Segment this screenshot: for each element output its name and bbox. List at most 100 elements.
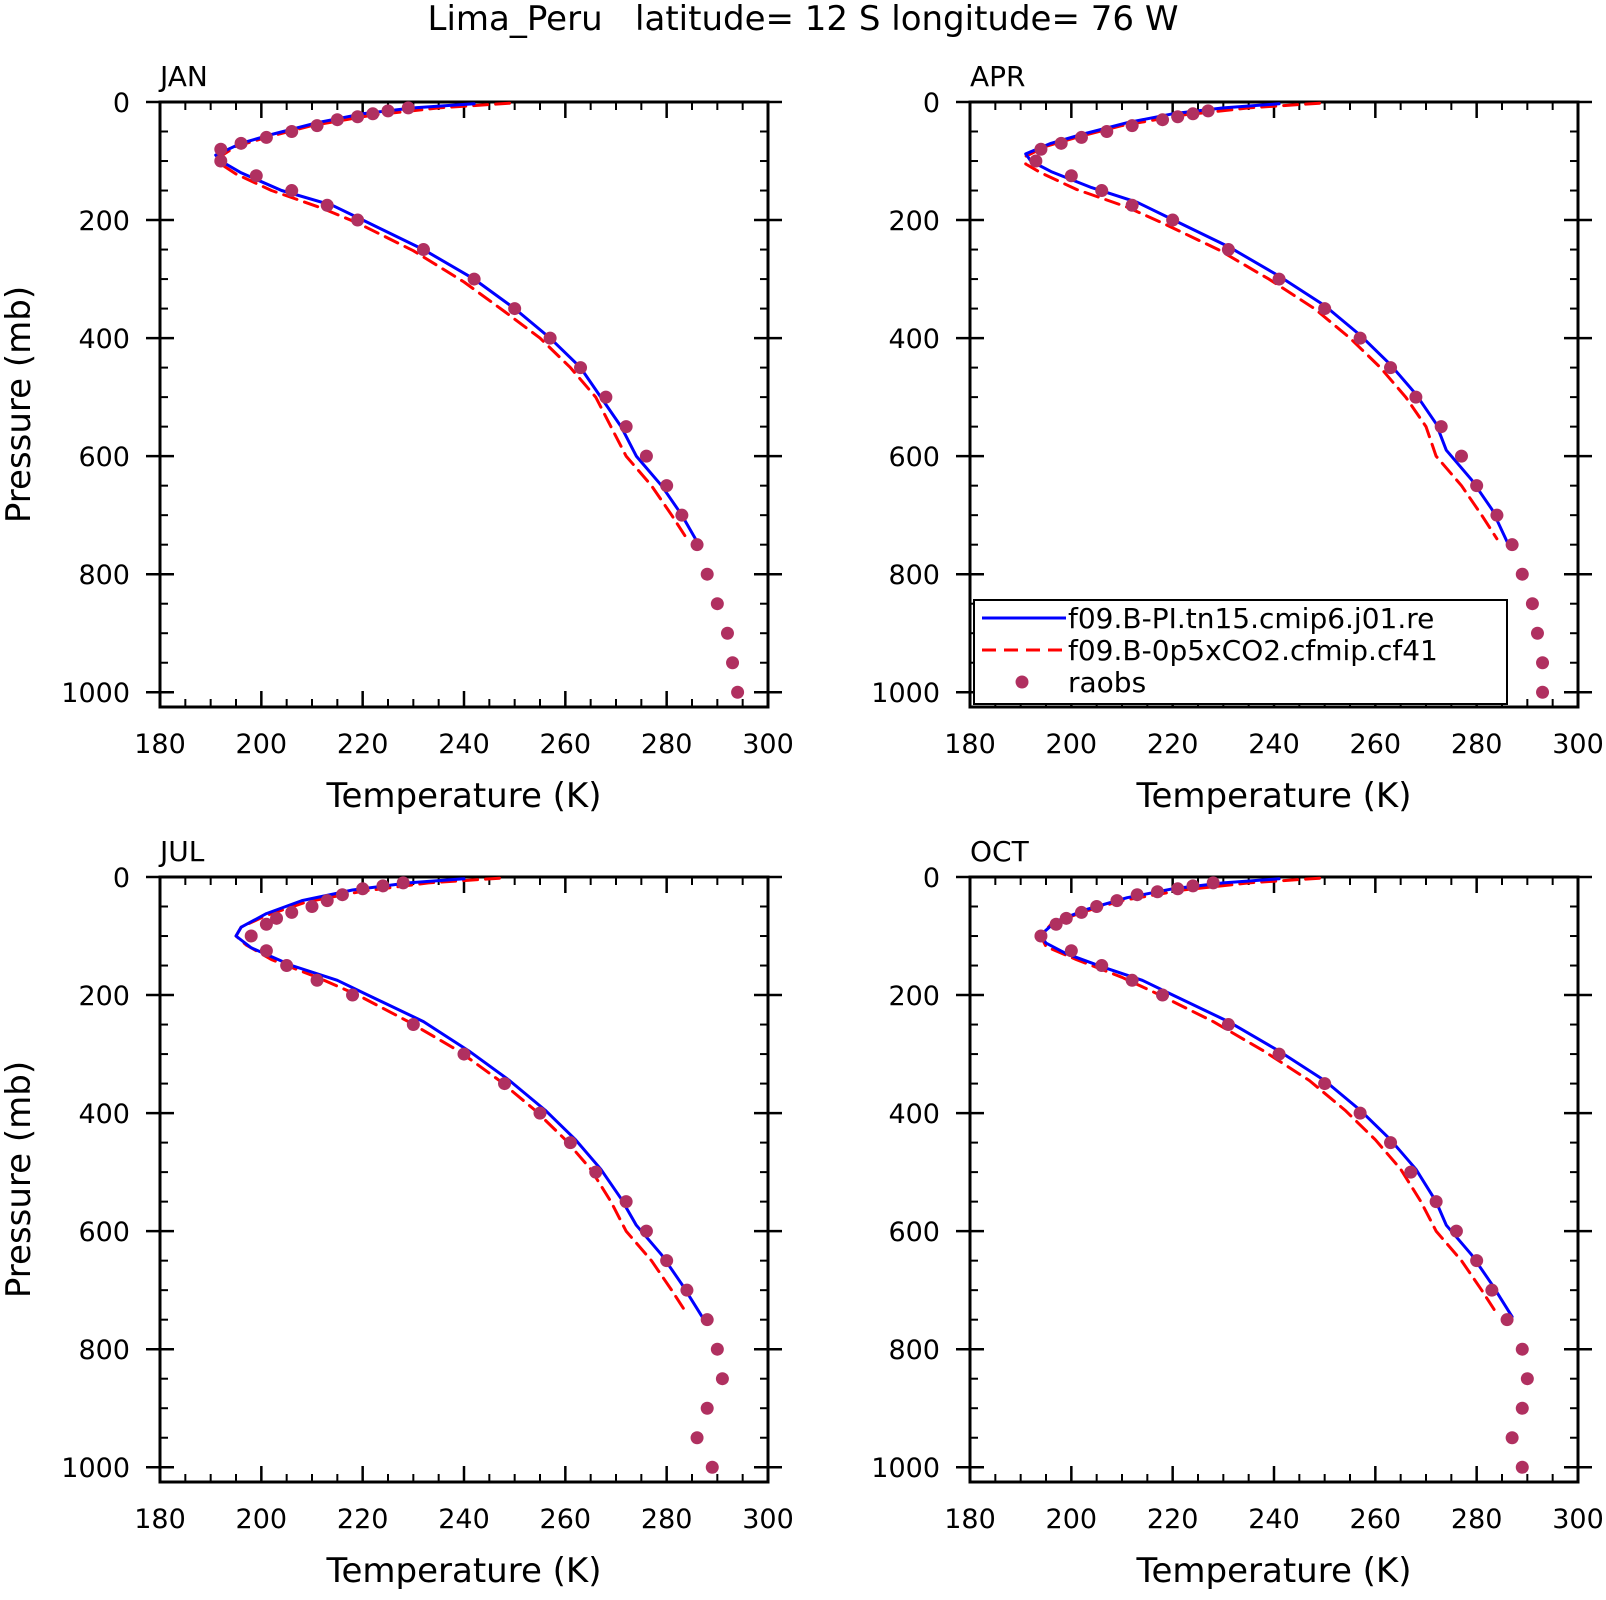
raobs-point	[320, 894, 334, 908]
x-tick-label: 280	[641, 1504, 693, 1535]
y-tick-label: 600	[78, 442, 130, 473]
raobs-point	[285, 184, 299, 198]
raobs-point	[457, 1047, 471, 1061]
raobs-point	[1515, 567, 1529, 581]
x-tick-label: 200	[1046, 1504, 1098, 1535]
x-tick-label: 240	[1248, 729, 1300, 760]
raobs-point	[1318, 302, 1332, 316]
raobs-point	[680, 1283, 694, 1297]
panel-jul: 180 200 220 240 260 280 300 0 200 400 600 800 1000 JU…	[0, 835, 794, 1591]
raobs-point	[639, 449, 653, 463]
series-pi-line	[1039, 877, 1514, 1319]
legend-label: raobs	[1068, 666, 1146, 699]
panels: 180 200 220 240 260 280 300 0 200 400 600 800 1000 JA…	[0, 60, 1604, 1591]
raobs-point	[351, 213, 365, 227]
raobs-point	[1384, 361, 1398, 375]
x-tick-label: 200	[236, 729, 288, 760]
raobs-point	[1029, 154, 1043, 168]
raobs-point	[619, 420, 633, 434]
raobs-point	[660, 1254, 674, 1268]
y-tick-label: 200	[78, 206, 130, 237]
raobs-point	[259, 130, 273, 144]
raobs-point	[356, 882, 370, 896]
legend-label: f09.B-0p5xCO2.cfmip.cf41	[1068, 634, 1438, 667]
raobs-point	[305, 900, 319, 914]
y-tick-label: 400	[78, 324, 130, 355]
y-tick-label: 200	[888, 206, 940, 237]
x-axis-label: Temperature (K)	[325, 776, 601, 816]
y-tick-label: 800	[888, 1335, 940, 1366]
x-tick-label: 260	[1350, 1504, 1402, 1535]
x-tick-label: 280	[1451, 729, 1503, 760]
raobs-point	[563, 1136, 577, 1150]
raobs-point	[1485, 1283, 1499, 1297]
raobs-point	[351, 110, 365, 124]
raobs-point	[1318, 1077, 1332, 1091]
raobs-point	[1515, 1401, 1529, 1415]
raobs-point	[330, 113, 344, 127]
y-tick-label: 600	[888, 442, 940, 473]
series-0p5xco2-line	[219, 101, 689, 541]
raobs-point	[1490, 508, 1504, 522]
x-tick-label: 240	[1248, 1504, 1300, 1535]
raobs-point	[690, 1431, 704, 1445]
legend-label: f09.B-PI.tn15.cmip6.j01.re	[1068, 602, 1434, 635]
raobs-point	[1520, 1372, 1534, 1386]
y-tick-label: 0	[923, 863, 940, 894]
legend: f09.B-PI.tn15.cmip6.j01.ref09.B-0p5xCO2.…	[973, 599, 1508, 705]
raobs-point	[467, 272, 481, 286]
raobs-point	[1384, 1136, 1398, 1150]
y-tick-label: 1000	[61, 1453, 130, 1484]
raobs-point	[285, 905, 299, 919]
series-0p5xco2-line	[1024, 101, 1499, 541]
figure-title: Lima_Peru latitude= 12 S longitude= 76 W	[428, 0, 1179, 39]
raobs-point	[401, 101, 415, 115]
raobs-point	[1353, 1106, 1367, 1120]
raobs-point	[574, 361, 588, 375]
raobs-point	[599, 390, 613, 404]
raobs-point	[1500, 1313, 1514, 1327]
x-tick-label: 300	[742, 729, 794, 760]
raobs-point	[1150, 885, 1164, 899]
raobs-point	[543, 331, 557, 345]
raobs-point	[1221, 243, 1235, 257]
raobs-point	[335, 888, 349, 902]
y-tick-label: 200	[78, 981, 130, 1012]
raobs-point	[376, 879, 390, 893]
raobs-point	[1454, 449, 1468, 463]
raobs-point	[533, 1106, 547, 1120]
x-tick-label: 280	[1451, 1504, 1503, 1535]
legend-marker	[1015, 675, 1029, 689]
y-tick-label: 1000	[61, 678, 130, 709]
raobs-point	[1272, 1047, 1286, 1061]
raobs-point	[1166, 213, 1180, 227]
raobs-point	[1429, 1195, 1443, 1209]
plot-frame	[158, 875, 770, 1484]
raobs-point	[1130, 888, 1144, 902]
panel-label: APR	[970, 60, 1026, 93]
raobs-point	[710, 1342, 724, 1356]
x-tick-label: 260	[540, 729, 592, 760]
raobs-point	[1470, 1254, 1484, 1268]
panel-oct: 180 200 220 240 260 280 300 0 200 400 600 800 1000 OC…	[871, 835, 1603, 1591]
raobs-point	[381, 104, 395, 118]
raobs-point	[498, 1077, 512, 1091]
raobs-point	[1536, 656, 1550, 670]
y-tick-label: 800	[78, 1335, 130, 1366]
raobs-point	[710, 597, 724, 611]
raobs-point	[1074, 130, 1088, 144]
raobs-point	[1449, 1224, 1463, 1238]
y-axis-label: Pressure (mb)	[0, 286, 39, 523]
x-tick-label: 260	[540, 1504, 592, 1535]
raobs-point	[660, 479, 674, 493]
y-tick-label: 0	[113, 88, 130, 119]
raobs-point	[1515, 1342, 1529, 1356]
raobs-point	[285, 125, 299, 139]
panel-apr: 180 200 220 240 260 280 300 0 200 400 600 800 1000 AP…	[871, 60, 1603, 816]
raobs-point	[1156, 988, 1170, 1002]
raobs-point	[690, 538, 704, 552]
raobs-point	[310, 973, 324, 987]
raobs-point	[1049, 917, 1063, 931]
raobs-point	[705, 1460, 719, 1474]
